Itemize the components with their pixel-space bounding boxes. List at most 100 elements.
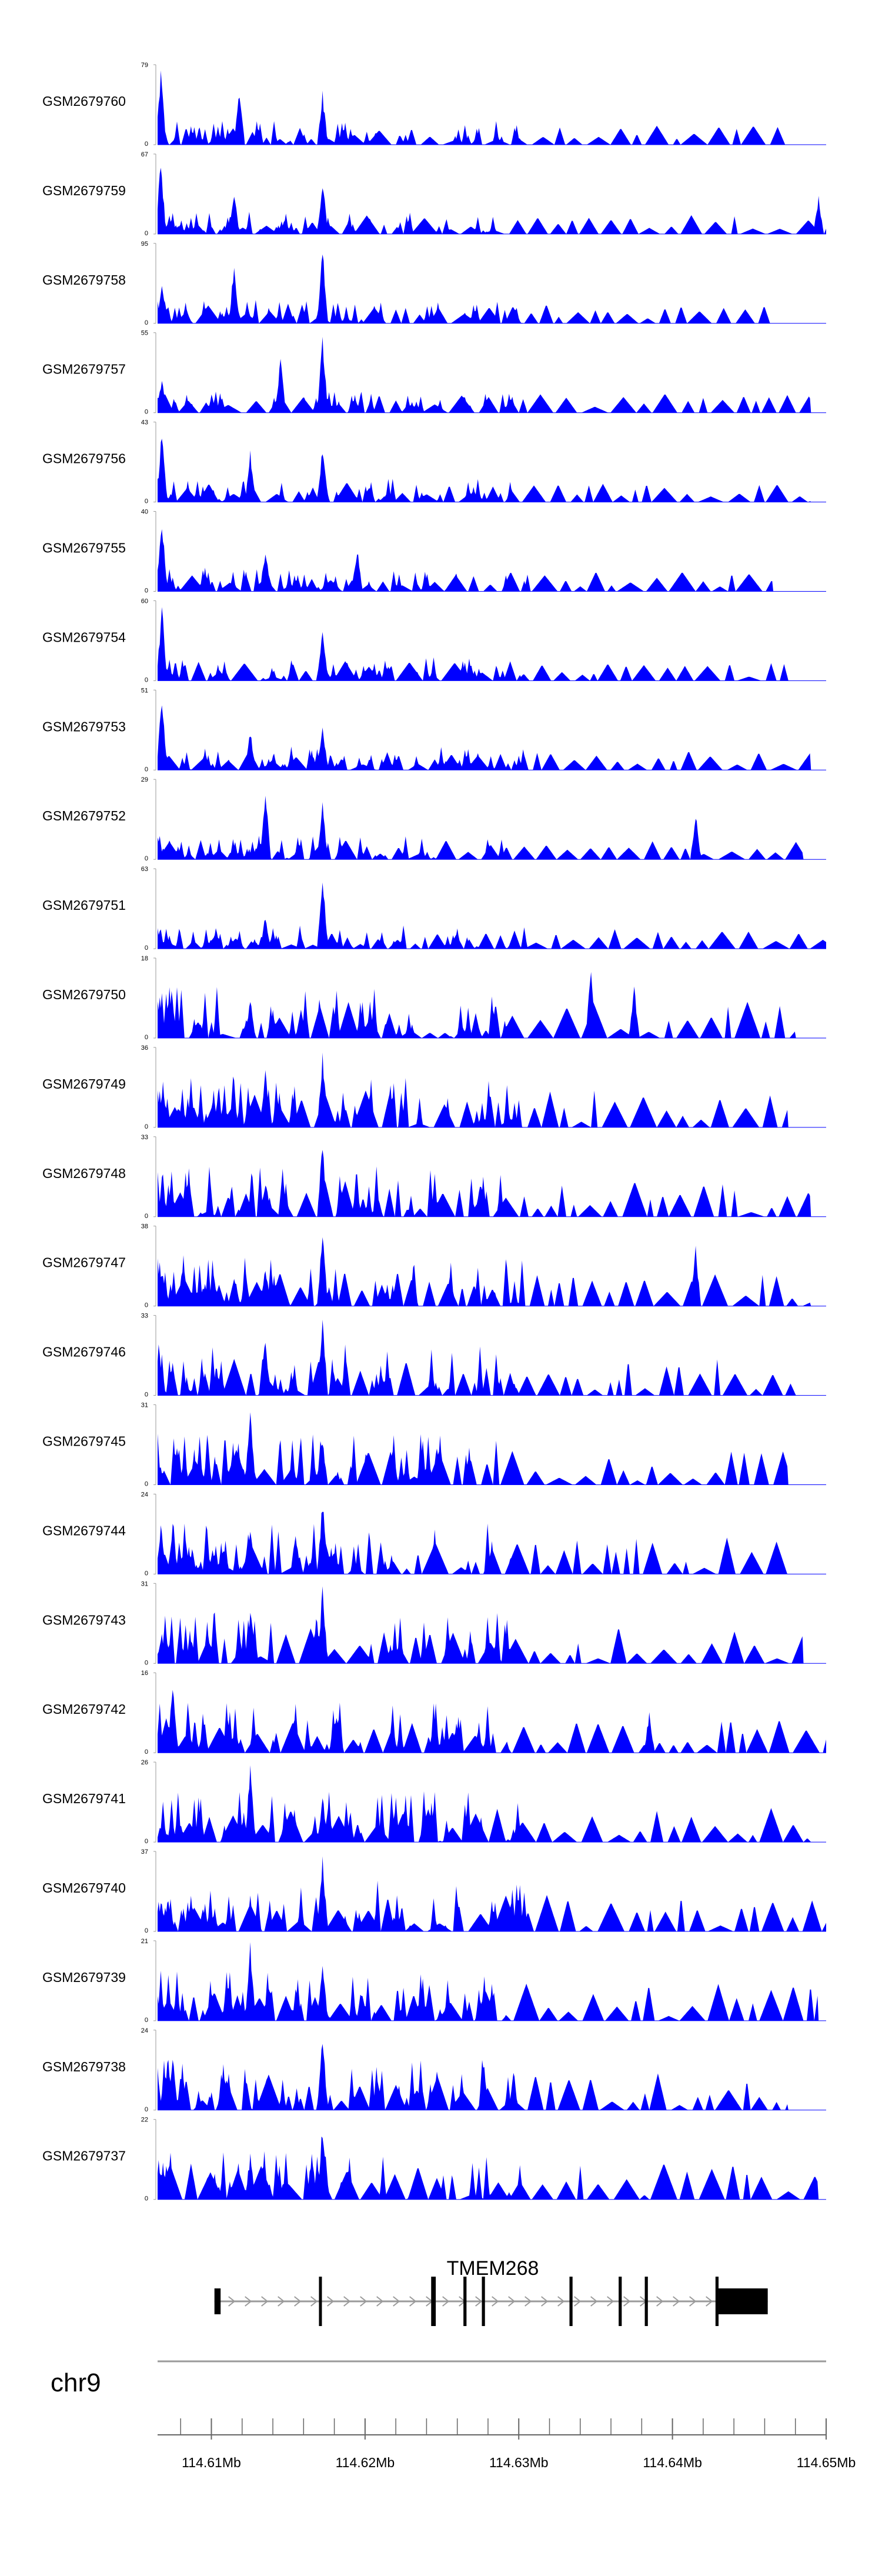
strand-arrow xyxy=(689,2296,697,2307)
strand-arrow xyxy=(327,2296,335,2307)
y-max-label: 60 xyxy=(141,598,148,605)
coverage-area xyxy=(158,2136,826,2200)
coverage-area xyxy=(158,1586,826,1664)
track-GSM2679746: GSM2679746 33 0 xyxy=(42,1313,826,1399)
strand-arrow xyxy=(541,2296,549,2307)
x-tick-label: 114.63Mb xyxy=(489,2455,549,2470)
y-min-label: 0 xyxy=(145,1392,148,1399)
strand-arrow xyxy=(607,2296,614,2307)
strand-arrow xyxy=(261,2296,269,2307)
track-GSM2679743: GSM2679743 31 0 xyxy=(42,1580,826,1666)
track-label: GSM2679752 xyxy=(42,808,126,823)
x-axis-ticks: 114.61Mb 114.62Mb 114.63Mb 114.64Mb 114.65Mb xyxy=(180,2418,856,2470)
track-label: GSM2679754 xyxy=(42,629,126,645)
y-min-label: 0 xyxy=(145,1570,148,1577)
track-GSM2679745: GSM2679745 31 0 xyxy=(42,1402,826,1488)
track-GSM2679749: GSM2679749 36 0 xyxy=(42,1045,826,1130)
coverage-area xyxy=(158,972,826,1038)
track-label: GSM2679756 xyxy=(42,451,126,466)
y-min-label: 0 xyxy=(145,1123,148,1130)
y-min-label: 0 xyxy=(145,676,148,683)
strand-arrow xyxy=(656,2296,664,2307)
y-max-label: 24 xyxy=(141,1491,148,1498)
y-min-label: 0 xyxy=(145,230,148,237)
exon-block xyxy=(715,2277,719,2326)
x-tick-label: 114.64Mb xyxy=(643,2455,702,2470)
y-max-label: 36 xyxy=(141,1045,148,1052)
y-min-label: 0 xyxy=(145,1302,148,1309)
x-tick-label: 114.61Mb xyxy=(182,2455,241,2470)
track-label: GSM2679753 xyxy=(42,719,126,734)
coverage-area xyxy=(158,1690,826,1753)
y-min-label: 0 xyxy=(145,1927,148,1934)
track-GSM2679751: GSM2679751 63 0 xyxy=(42,866,826,952)
strand-arrow xyxy=(310,2296,318,2307)
y-max-label: 33 xyxy=(141,1313,148,1320)
strand-arrow xyxy=(393,2296,400,2307)
y-max-label: 43 xyxy=(141,419,148,426)
track-label: GSM2679742 xyxy=(42,1701,126,1717)
track-GSM2679753: GSM2679753 51 0 xyxy=(42,687,826,773)
strand-arrow xyxy=(228,2296,236,2307)
track-GSM2679737: GSM2679737 22 0 xyxy=(42,2117,826,2203)
track-GSM2679740: GSM2679740 37 0 xyxy=(42,1848,826,1934)
coverage-area xyxy=(158,1237,826,1306)
coverage-area xyxy=(158,1150,826,1217)
coverage-area xyxy=(158,1942,826,2021)
exon-block xyxy=(644,2277,648,2326)
track-GSM2679748: GSM2679748 33 0 xyxy=(42,1134,826,1220)
y-max-label: 67 xyxy=(141,151,148,158)
track-GSM2679750: GSM2679750 18 0 xyxy=(42,955,826,1041)
strand-arrow xyxy=(623,2296,631,2307)
coverage-area xyxy=(158,882,826,949)
coverage-area xyxy=(158,705,826,770)
y-max-label: 16 xyxy=(141,1670,148,1677)
exon-block xyxy=(482,2277,485,2326)
track-GSM2679759: GSM2679759 67 0 xyxy=(42,151,826,237)
track-GSM2679754: GSM2679754 60 0 xyxy=(42,598,826,683)
y-min-label: 0 xyxy=(145,2106,148,2113)
y-min-label: 0 xyxy=(145,1838,148,1845)
x-tick-label: 114.62Mb xyxy=(336,2455,395,2470)
coverage-area xyxy=(158,168,826,234)
strand-arrow xyxy=(442,2296,450,2307)
track-label: GSM2679744 xyxy=(42,1523,126,1538)
y-min-label: 0 xyxy=(145,2017,148,2024)
y-min-label: 0 xyxy=(145,409,148,416)
y-min-label: 0 xyxy=(145,1213,148,1220)
track-label: GSM2679737 xyxy=(42,2148,126,2164)
strand-arrow xyxy=(492,2296,499,2307)
track-GSM2679755: GSM2679755 40 0 xyxy=(42,509,826,595)
track-GSM2679741: GSM2679741 26 0 xyxy=(42,1759,826,1845)
y-min-label: 0 xyxy=(145,855,148,862)
track-label: GSM2679743 xyxy=(42,1612,126,1627)
y-max-label: 21 xyxy=(141,1938,148,1945)
coverage-area xyxy=(158,1052,826,1127)
coverage-area xyxy=(158,607,826,681)
exon-block xyxy=(214,2288,221,2314)
y-max-label: 51 xyxy=(141,687,148,694)
y-max-label: 38 xyxy=(141,1223,148,1230)
track-label: GSM2679758 xyxy=(42,272,126,288)
track-label: GSM2679751 xyxy=(42,897,126,913)
y-max-label: 63 xyxy=(141,866,148,873)
track-label: GSM2679747 xyxy=(42,1255,126,1270)
gene-track: TMEM268 xyxy=(214,2257,768,2326)
track-GSM2679758: GSM2679758 95 0 xyxy=(42,241,826,326)
y-max-label: 22 xyxy=(141,2117,148,2124)
track-label: GSM2679740 xyxy=(42,1880,126,1896)
exon-block xyxy=(719,2288,768,2314)
track-GSM2679747: GSM2679747 38 0 xyxy=(42,1223,826,1309)
coverage-area xyxy=(158,1412,826,1485)
y-min-label: 0 xyxy=(145,1749,148,1756)
track-label: GSM2679745 xyxy=(42,1434,126,1449)
strand-arrow xyxy=(574,2296,582,2307)
coverage-area xyxy=(158,1511,826,1574)
strand-arrow xyxy=(673,2296,680,2307)
strand-arrow xyxy=(557,2296,565,2307)
coverage-area xyxy=(158,439,826,502)
track-label: GSM2679760 xyxy=(42,94,126,109)
coverage-area xyxy=(158,70,826,145)
track-GSM2679744: GSM2679744 24 0 xyxy=(42,1491,826,1577)
